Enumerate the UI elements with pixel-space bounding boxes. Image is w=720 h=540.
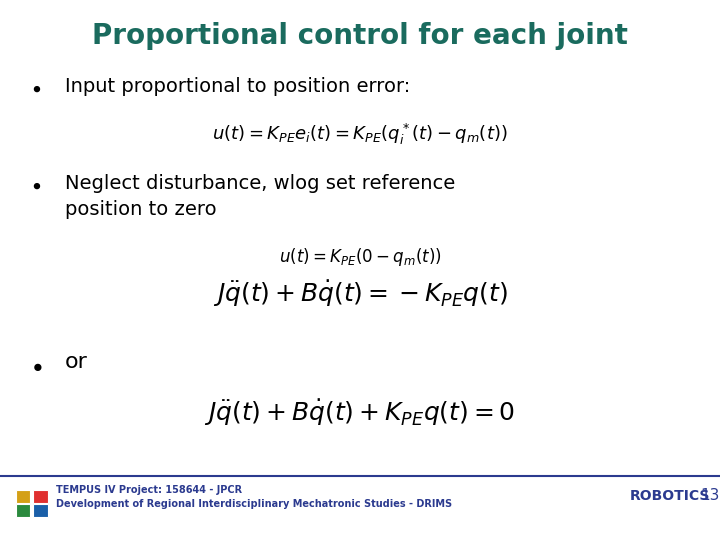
Text: Neglect disturbance, wlog set reference
position to zero: Neglect disturbance, wlog set reference …: [65, 174, 455, 219]
Text: $J\ddot{q}(t) + B\dot{q}(t) + K_{PE}q(t) = 0$: $J\ddot{q}(t) + B\dot{q}(t) + K_{PE}q(t)…: [204, 397, 516, 428]
Bar: [16, 490, 30, 503]
Text: $u(t) = K_{PE}(0 - q_m(t))$: $u(t) = K_{PE}(0 - q_m(t))$: [279, 246, 441, 268]
Text: ROBOTICS: ROBOTICS: [630, 489, 711, 503]
Text: $\bullet$: $\bullet$: [29, 354, 42, 377]
Bar: [33, 504, 48, 517]
Text: Proportional control for each joint: Proportional control for each joint: [92, 22, 628, 50]
Bar: [33, 490, 48, 503]
Text: $u(t) = K_{PE}e_i(t) = K_{PE}(q_i^*(t) - q_m(t))$: $u(t) = K_{PE}e_i(t) = K_{PE}(q_i^*(t) -…: [212, 122, 508, 147]
Text: $J\ddot{q}(t) + B\dot{q}(t) = -K_{PE}q(t)$: $J\ddot{q}(t) + B\dot{q}(t) = -K_{PE}q(t…: [212, 278, 508, 309]
Text: $\bullet$: $\bullet$: [29, 176, 41, 195]
Text: $\bullet$: $\bullet$: [29, 78, 41, 98]
Text: Development of Regional Interdisciplinary Mechatronic Studies - DRIMS: Development of Regional Interdisciplinar…: [56, 499, 452, 509]
Text: 13: 13: [700, 488, 719, 503]
Text: Input proportional to position error:: Input proportional to position error:: [65, 77, 410, 96]
Text: or: or: [65, 352, 88, 372]
Bar: [16, 504, 30, 517]
Text: TEMPUS IV Project: 158644 - JPCR: TEMPUS IV Project: 158644 - JPCR: [56, 485, 243, 495]
